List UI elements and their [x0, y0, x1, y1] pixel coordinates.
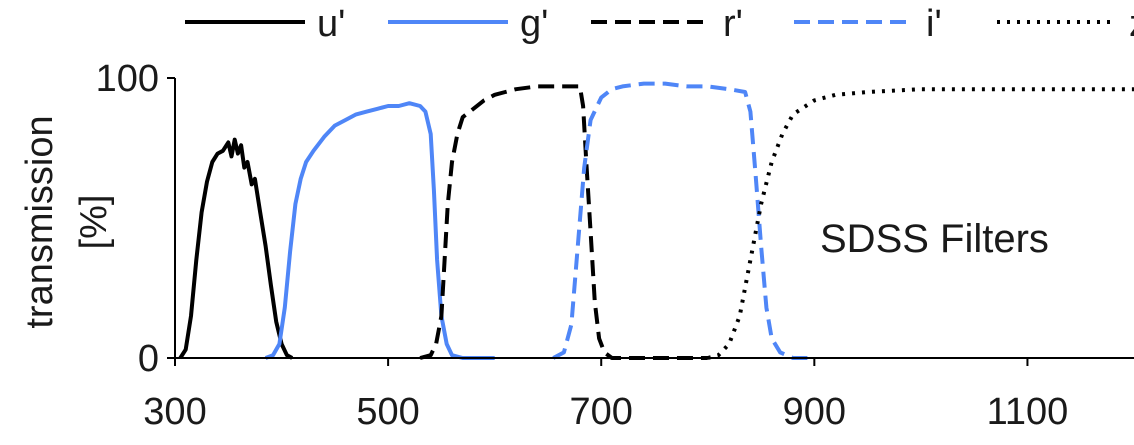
- x-tick-label: 300: [143, 391, 206, 433]
- series-line-1: [178, 137, 294, 360]
- axes: [167, 77, 1134, 366]
- series-line-2: [264, 101, 495, 360]
- x-tick-label: 500: [356, 391, 419, 433]
- chart-annotation: SDSS Filters: [820, 217, 1049, 261]
- legend: u' g' r' i' z': [185, 3, 1134, 45]
- series-line-5: [707, 87, 1134, 360]
- legend-label-2: g': [520, 3, 548, 45]
- tick-labels: 0 100 300 500 700 900 1100: [96, 58, 1069, 433]
- y-tick-label: 0: [138, 338, 159, 380]
- y-tick-label: 100: [96, 58, 159, 100]
- plot-lines: [178, 81, 1134, 360]
- series-line-3: [419, 84, 708, 360]
- x-tick-label: 900: [783, 391, 846, 433]
- x-tick-label: 1100: [987, 391, 1069, 433]
- legend-label-4: i': [926, 3, 942, 45]
- legend-label-1: u': [317, 3, 345, 45]
- x-tick-label: 700: [570, 391, 633, 433]
- legend-label-5: z': [1129, 3, 1134, 45]
- y-axis-label-line1: transmission: [19, 115, 61, 328]
- series-line-4: [552, 81, 815, 360]
- legend-label-3: r': [723, 3, 743, 45]
- y-axis-label-line2: [%]: [73, 195, 115, 250]
